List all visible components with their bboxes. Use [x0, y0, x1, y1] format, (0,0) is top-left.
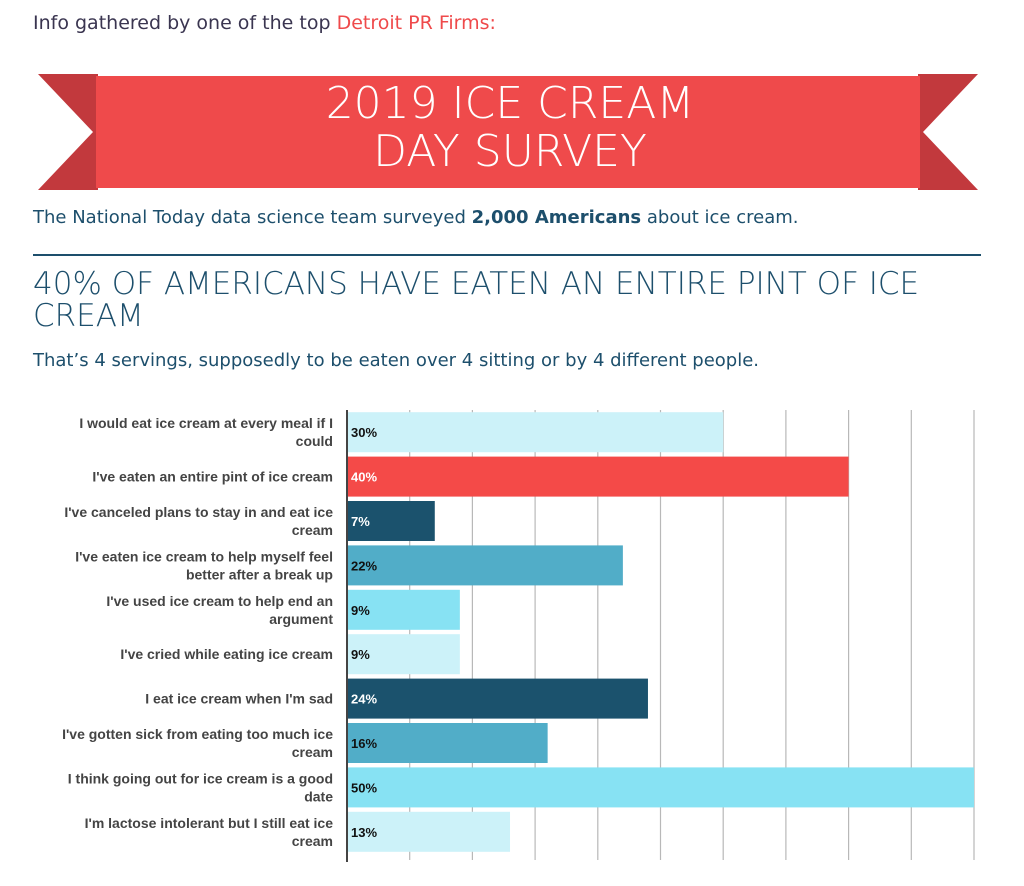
category-label: better after a break up	[186, 566, 333, 582]
data-label: 7%	[351, 514, 370, 529]
ribbon-center	[96, 76, 920, 188]
data-label: 30%	[351, 425, 377, 440]
category-label: I've canceled plans to stay in and eat i…	[64, 504, 333, 520]
bar	[347, 723, 548, 763]
category-label: date	[304, 788, 333, 804]
intro-text: Info gathered by one of the top Detroit …	[33, 12, 496, 34]
detroit-pr-firms-link[interactable]: Detroit PR Firms:	[336, 12, 496, 34]
category-label: I would eat ice cream at every meal if I	[79, 415, 333, 431]
bar	[347, 678, 648, 719]
data-label: 16%	[351, 736, 377, 751]
subtitle-bold: 2,000 Americans	[471, 207, 642, 228]
category-label: I eat ice cream when I'm sad	[145, 691, 333, 707]
category-label: cream	[292, 522, 333, 538]
section-subheadline: That’s 4 servings, supposedly to be eate…	[33, 350, 760, 371]
data-label: 24%	[351, 692, 377, 707]
bar	[347, 501, 435, 541]
banner-title: 2019 ICE CREAM DAY SURVEY	[130, 80, 890, 176]
data-label: 40%	[351, 470, 377, 485]
category-label: I've eaten an entire pint of ice cream	[92, 469, 333, 485]
data-label: 9%	[351, 603, 370, 618]
section-headline: 40% OF AMERICANS HAVE EATEN AN ENTIRE PI…	[33, 266, 920, 334]
divider	[33, 254, 981, 256]
title-ribbon	[38, 74, 978, 190]
data-label: 9%	[351, 647, 370, 662]
category-label: argument	[269, 611, 333, 627]
category-label: could	[296, 433, 333, 449]
bar-chart: 30% I would eat ice cream at every meal i…	[62, 410, 975, 862]
subtitle-pre: The National Today data science team sur…	[33, 207, 472, 228]
category-label: I'm lactose intolerant but I still eat i…	[85, 815, 334, 831]
bar	[347, 456, 849, 497]
subtitle-post: about ice cream.	[641, 207, 799, 228]
ribbon-right-tail	[918, 74, 978, 190]
category-label: I've eaten ice cream to help myself feel	[75, 548, 333, 564]
bar	[347, 811, 511, 852]
category-label: I've cried while eating ice cream	[120, 646, 333, 662]
ribbon-left-tail	[38, 74, 98, 190]
bar	[347, 412, 724, 453]
intro-label: Info gathered by one of the top	[33, 12, 337, 34]
survey-subtitle: The National Today data science team sur…	[33, 207, 798, 228]
category-label: I've gotten sick from eating too much ic…	[62, 726, 333, 742]
data-label: 50%	[351, 780, 377, 795]
category-label: I've used ice cream to help end an	[106, 593, 333, 609]
bar	[347, 545, 623, 586]
banner-line-2: DAY SURVEY	[373, 126, 647, 177]
bar	[347, 634, 460, 675]
bar	[347, 589, 460, 630]
category-label: I think going out for ice cream is a goo…	[68, 770, 333, 786]
data-label: 13%	[351, 825, 377, 840]
banner-line-1: 2019 ICE CREAM	[325, 78, 695, 129]
category-label: cream	[292, 833, 333, 849]
data-label: 22%	[351, 558, 377, 573]
bar	[347, 767, 974, 808]
category-label: cream	[292, 744, 333, 760]
